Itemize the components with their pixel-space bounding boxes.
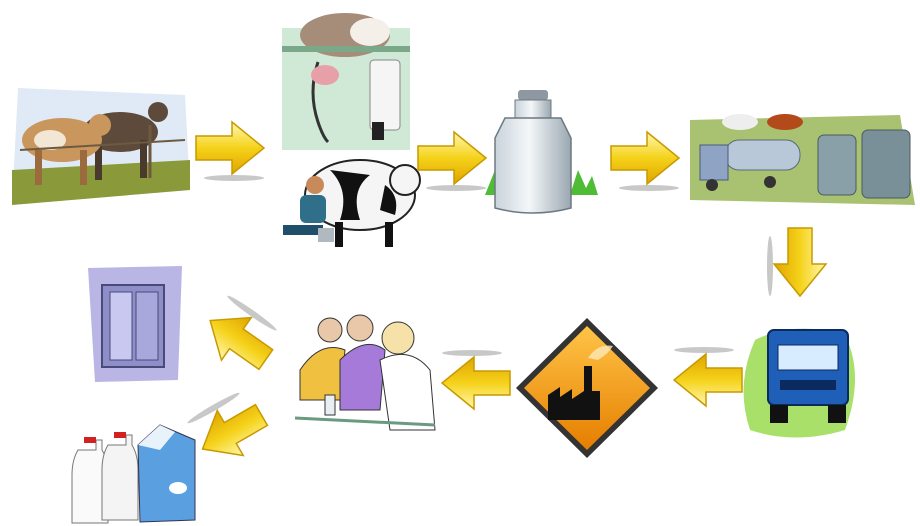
delivery-truck-icon-part [778, 345, 838, 370]
delivery-truck-icon-part [770, 405, 788, 423]
cows-pasture-icon-part [148, 102, 168, 122]
milk-can-icon-part [515, 100, 551, 118]
milk-can-icon-part [518, 90, 548, 100]
farmer-milking-icon-part [385, 222, 393, 247]
arrow-right [418, 132, 486, 191]
tanker-farm-icon-part [722, 114, 758, 130]
farmer-milking-icon-part [306, 176, 324, 194]
arrow-up-left [195, 293, 285, 380]
milking-machine-icon-part [370, 60, 400, 130]
cows-pasture-icon-part [89, 114, 111, 136]
milk-can-icon-part [570, 170, 598, 195]
milking-machine-icon [282, 13, 410, 150]
cows-pasture-icon [12, 88, 190, 205]
cows-pasture-icon-part [35, 150, 42, 185]
farmer-milking-icon [283, 160, 420, 247]
refrigerator-icon [88, 266, 182, 382]
diagram [0, 0, 920, 526]
milk-can-icon [485, 90, 598, 213]
people-drinking-icon-part [300, 348, 345, 401]
refrigerator-icon-part [136, 292, 158, 360]
page: (() => { const data = JSON.parse(documen… [0, 0, 920, 526]
delivery-truck-icon-part [780, 380, 836, 390]
factory-sign-icon [516, 318, 658, 458]
cows-pasture-icon-part [140, 140, 147, 178]
tanker-farm-icon-part [706, 179, 718, 191]
farmer-milking-icon-part [300, 195, 326, 223]
milk-can-icon-part [495, 118, 571, 213]
arrow-down [767, 228, 826, 296]
milk-bottles-icon-part [114, 432, 126, 438]
tanker-farm-icon-part [700, 145, 728, 180]
people-drinking-icon-part [380, 354, 435, 430]
milk-bottles-icon [72, 425, 195, 523]
people-drinking-icon [295, 315, 435, 430]
milking-machine-icon-part [311, 65, 339, 85]
arrow-right [196, 122, 264, 181]
people-drinking-icon-part [318, 318, 342, 342]
milk-bottles-icon-part [84, 437, 96, 443]
tanker-farm-icon-part [862, 130, 910, 198]
cows-pasture-icon-part [80, 150, 87, 185]
farmer-milking-icon-part [318, 228, 334, 242]
milking-machine-icon-part [372, 122, 384, 140]
tanker-farm-icon-part [764, 176, 776, 188]
people-drinking-icon-part [382, 322, 414, 354]
tanker-farm-icon-part [767, 114, 803, 130]
tanker-farm-icon [690, 114, 915, 205]
arrow-left [442, 350, 510, 409]
farmer-milking-icon-part [335, 222, 343, 247]
milking-machine-icon-part [282, 46, 410, 52]
people-drinking-icon-part [347, 315, 373, 341]
milking-machine-icon-part [350, 18, 390, 46]
refrigerator-icon-part [110, 292, 132, 360]
arrow-left [674, 347, 742, 406]
farmer-milking-icon-part [390, 165, 420, 195]
arrow-right [611, 132, 679, 191]
tanker-farm-icon-part [725, 140, 800, 170]
delivery-truck-icon-part [828, 405, 846, 423]
milk-bottles-icon-part [102, 435, 138, 520]
milk-bottles-icon-part [169, 482, 187, 494]
delivery-truck-icon [744, 329, 855, 438]
people-drinking-icon-part [325, 395, 335, 415]
tanker-farm-icon-part [818, 135, 856, 195]
farmer-milking-icon-part [283, 225, 323, 235]
people-drinking-icon-part [340, 344, 385, 410]
arrow-down-left [186, 386, 274, 471]
